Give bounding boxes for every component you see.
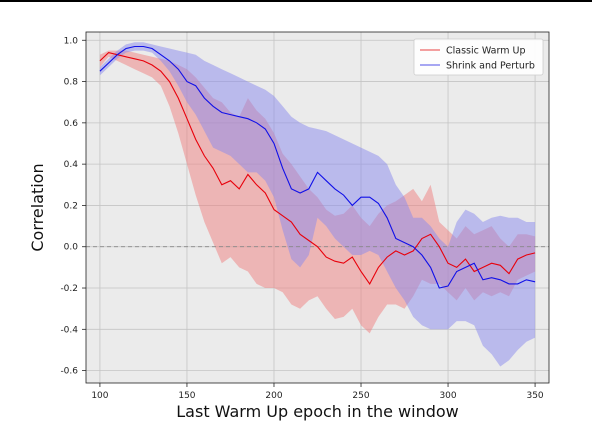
- line-shrink-and-perturb: [99, 45, 536, 289]
- legend-label-classic-warm-up: Classic Warm Up: [446, 46, 525, 57]
- y-tick-label--0.4: -0.4: [60, 325, 78, 335]
- x-axis-title: Last Warm Up epoch in the window: [176, 402, 458, 421]
- band-shrink-and-perturb: [99, 42, 536, 367]
- series-lines: [99, 45, 536, 289]
- x-tick-label-250: 250: [352, 391, 369, 401]
- x-axis-ticks: 100 150 200 250 300 350: [91, 383, 544, 401]
- top-border-line: [0, 0, 592, 2]
- y-tick-label-1: 1.0: [64, 36, 79, 46]
- y-axis-ticks: -0.6 -0.4 -0.2 0.0 0.2 0.4 0.6 0.8 1.0: [60, 36, 86, 377]
- y-axis-title: Correlation: [28, 163, 47, 251]
- y-tick-label-0.6: 0.6: [64, 119, 79, 129]
- y-tick-label--0.2: -0.2: [60, 284, 78, 294]
- x-tick-label-200: 200: [265, 391, 282, 401]
- line-classic-warm-up: [99, 51, 536, 285]
- y-tick-label-0: 0.0: [64, 243, 79, 253]
- y-tick-label-0.4: 0.4: [64, 160, 79, 170]
- x-tick-label-300: 300: [439, 391, 456, 401]
- y-tick-label-0.8: 0.8: [64, 78, 79, 88]
- legend: Classic Warm Up Shrink and Perturb: [413, 38, 544, 76]
- y-tick-label--0.6: -0.6: [60, 367, 78, 377]
- x-tick-label-350: 350: [526, 391, 543, 401]
- y-tick-label-0.2: 0.2: [64, 201, 78, 211]
- legend-label-shrink-and-perturb: Shrink and Perturb: [446, 61, 535, 72]
- legend-box: [413, 38, 544, 76]
- plot-frame: [85, 31, 550, 384]
- confidence-bands: [99, 42, 536, 367]
- x-tick-label-100: 100: [91, 391, 108, 401]
- x-tick-label-150: 150: [178, 391, 195, 401]
